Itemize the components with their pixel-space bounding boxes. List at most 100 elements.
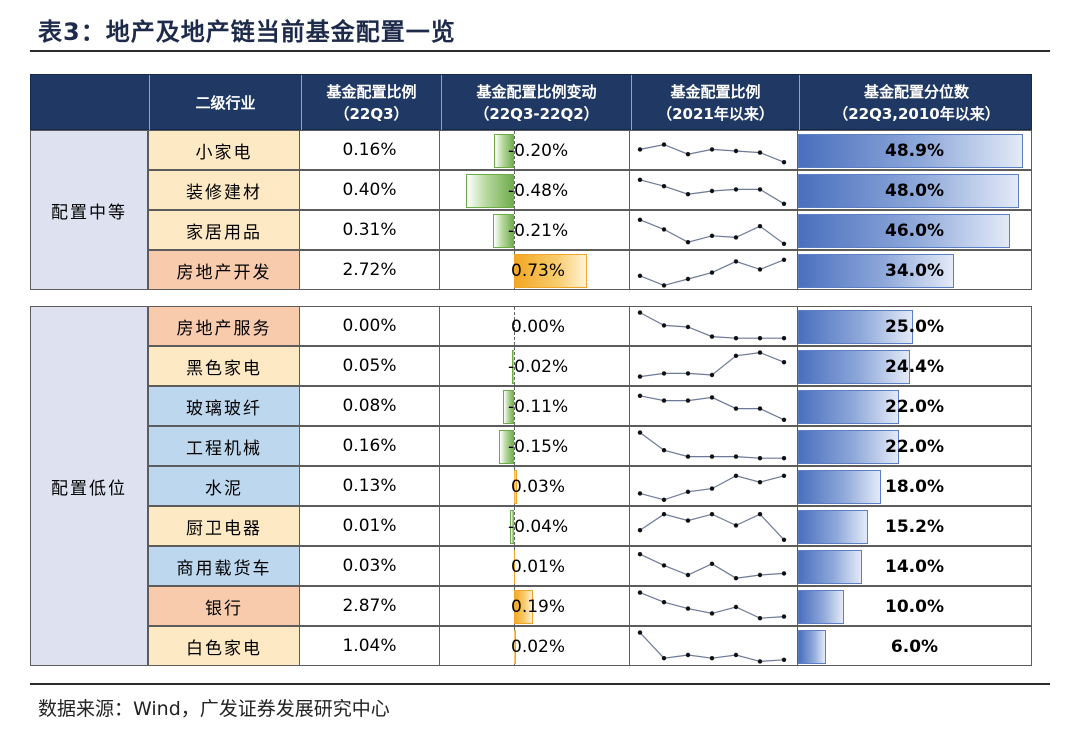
trend-point: [757, 480, 763, 485]
trend-sparkline: [637, 512, 787, 542]
trend-point: [661, 600, 667, 605]
trend-sparkline: [637, 257, 787, 288]
percentile-value: 6.0%: [890, 637, 939, 657]
percentile-value: 14.0%: [885, 557, 944, 577]
ratio-cell: 0.00%: [300, 306, 440, 346]
trend-point: [637, 528, 643, 533]
percentile-bar: [798, 310, 913, 344]
percentile-value: 24.4%: [885, 357, 944, 377]
ratio-cell: 2.72%: [300, 250, 440, 290]
trend-point: [685, 518, 691, 523]
trend-cell: [630, 210, 798, 250]
percentile-cell: 18.0%: [798, 466, 1032, 506]
trend-point: [733, 473, 739, 478]
percentile-bar: [798, 390, 900, 424]
industry-cell: 黑色家电: [148, 346, 300, 386]
trend-cell: [630, 426, 798, 466]
trend-point: [709, 512, 715, 517]
ratio-cell: 0.05%: [300, 346, 440, 386]
change-bar: [514, 630, 516, 664]
trend-point: [733, 652, 739, 658]
trend-point: [637, 630, 643, 635]
trend-cell: [630, 586, 798, 626]
percentile-bar: [798, 254, 955, 288]
table-row: 白色家电 1.04% 0.02% 6.0%: [148, 626, 1032, 666]
change-zero-axis: [514, 171, 515, 209]
change-cell: -0.11%: [440, 386, 630, 426]
page-title: 表3：地产及地产链当前基金配置一览: [38, 18, 456, 46]
trend-cell: [630, 546, 798, 586]
percentile-cell: 25.0%: [798, 306, 1032, 346]
trend-point: [757, 512, 763, 517]
percentile-value: 15.2%: [885, 517, 944, 537]
change-bar: [493, 214, 514, 248]
table-row: 工程机械 0.16% -0.15% 22.0%: [148, 426, 1032, 466]
change-bar: [514, 470, 517, 504]
table-row: 商用载货车 0.03% 0.01% 14.0%: [148, 546, 1032, 586]
trend-point: [781, 614, 787, 619]
percentile-value: 34.0%: [885, 261, 944, 281]
trend-line: [639, 312, 784, 339]
trend-point: [781, 657, 787, 662]
header-ratio-line1: 基金配置比例: [326, 83, 417, 101]
ratio-cell: 0.16%: [300, 426, 440, 466]
trend-cell: [630, 250, 798, 290]
trend-point: [757, 616, 763, 621]
trend-point: [685, 454, 691, 459]
header-change: 基金配置比例变动 （22Q3-22Q2）: [441, 75, 631, 131]
change-bar: [499, 430, 514, 464]
change-value: 0.02%: [511, 637, 566, 657]
ratio-cell: 0.31%: [300, 210, 440, 250]
change-value: -0.11%: [508, 397, 569, 417]
change-cell: -0.21%: [440, 210, 630, 250]
change-value: -0.21%: [508, 221, 569, 241]
trend-point: [733, 148, 739, 154]
trend-point: [685, 489, 691, 494]
trend-point: [685, 606, 691, 611]
trend-point: [661, 512, 667, 517]
trend-cell: [630, 130, 798, 170]
trend-point: [733, 576, 739, 581]
trend-point: [685, 276, 691, 282]
trend-line: [639, 553, 785, 579]
percentile-value: 25.0%: [885, 317, 944, 337]
trend-point: [709, 334, 715, 339]
change-cell: -0.04%: [440, 506, 630, 546]
header-trend: 基金配置比例 （2021年以来）: [631, 75, 799, 131]
percentile-bar: [798, 350, 911, 384]
trend-point: [781, 456, 787, 461]
change-bar: [510, 510, 514, 544]
industry-cell: 工程机械: [148, 426, 300, 466]
ratio-cell: 0.13%: [300, 466, 440, 506]
trend-point: [757, 224, 763, 229]
change-value: 0.19%: [511, 597, 566, 617]
trend-point: [685, 152, 691, 157]
trend-point: [685, 398, 691, 403]
table-row: 厨卫电器 0.01% -0.04% 15.2%: [148, 506, 1032, 546]
change-zero-axis: [514, 307, 515, 345]
header-trend-line2: （2021年以来）: [657, 105, 774, 123]
change-bar: [494, 134, 514, 168]
trend-point: [781, 257, 787, 262]
change-value: 0.01%: [511, 557, 566, 577]
trend-point: [757, 336, 763, 341]
header-pct-line1: 基金配置分位数: [863, 83, 969, 101]
trend-point: [637, 177, 643, 182]
change-bar: [514, 590, 533, 624]
table-row: 玻璃玻纤 0.08% -0.11% 22.0%: [148, 386, 1032, 426]
trend-point: [661, 448, 667, 453]
change-cell: 0.03%: [440, 466, 630, 506]
header-pct-line2: （22Q3,2010年以来）: [833, 105, 1000, 123]
table-row: 银行 2.87% 0.19% 10.0%: [148, 586, 1032, 626]
change-value: -0.04%: [508, 517, 569, 537]
trend-sparkline: [637, 430, 787, 461]
percentile-cell: 46.0%: [798, 210, 1032, 250]
trend-point: [661, 184, 667, 189]
trend-point: [709, 395, 715, 400]
trend-point: [661, 398, 667, 403]
industry-cell: 白色家电: [148, 626, 300, 666]
trend-point: [661, 227, 667, 232]
group-label: 配置中等: [30, 130, 148, 290]
industry-cell: 家居用品: [148, 210, 300, 250]
trend-point: [757, 659, 763, 664]
